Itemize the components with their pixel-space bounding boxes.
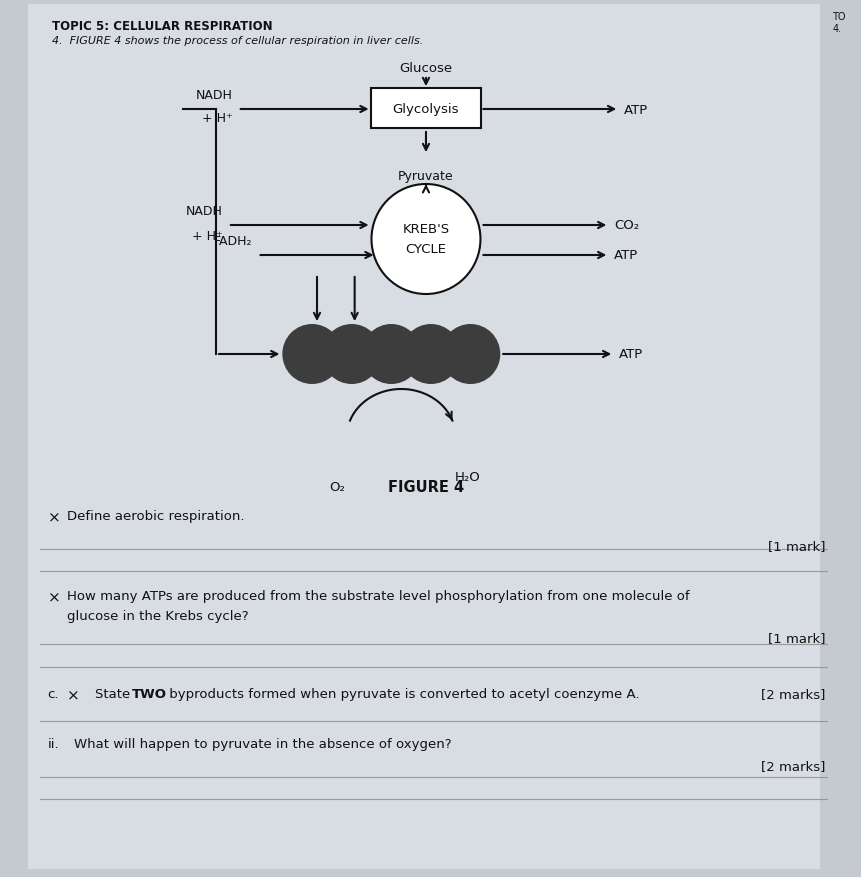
Text: c.: c.: [47, 688, 59, 700]
Text: TOPIC 5: CELLULAR RESPIRATION: TOPIC 5: CELLULAR RESPIRATION: [52, 20, 272, 33]
Text: NADH: NADH: [186, 204, 223, 217]
Text: ii.: ii.: [47, 738, 59, 750]
Circle shape: [282, 324, 342, 384]
Text: 4.: 4.: [832, 24, 841, 34]
Text: Pyruvate: Pyruvate: [398, 170, 454, 182]
Text: glucose in the Krebs cycle?: glucose in the Krebs cycle?: [67, 610, 249, 623]
Text: Define aerobic respiration.: Define aerobic respiration.: [67, 510, 245, 523]
Circle shape: [441, 324, 500, 384]
Text: O₂: O₂: [329, 481, 344, 494]
Text: FIGURE 4: FIGURE 4: [388, 480, 464, 495]
Text: ⨯: ⨯: [47, 589, 60, 604]
FancyBboxPatch shape: [28, 5, 821, 869]
Text: H₂O: H₂O: [455, 470, 480, 483]
FancyBboxPatch shape: [370, 89, 481, 129]
Text: byproducts formed when pyruvate is converted to acetyl coenzyme A.: byproducts formed when pyruvate is conve…: [165, 688, 640, 700]
Text: State: State: [95, 688, 134, 700]
Text: Glucose: Glucose: [400, 62, 453, 75]
Text: [1 mark]: [1 mark]: [768, 539, 825, 553]
Text: CYCLE: CYCLE: [406, 243, 447, 256]
Text: [2 marks]: [2 marks]: [761, 688, 825, 700]
Text: FADH₂: FADH₂: [214, 235, 252, 247]
Text: KREB'S: KREB'S: [402, 224, 449, 236]
Text: ⨯: ⨯: [67, 688, 80, 702]
Text: + H⁺: + H⁺: [202, 112, 232, 125]
Text: 4.  FIGURE 4 shows the process of cellular respiration in liver cells.: 4. FIGURE 4 shows the process of cellula…: [52, 36, 423, 46]
Text: [2 marks]: [2 marks]: [761, 759, 825, 772]
Circle shape: [401, 324, 461, 384]
Text: ⨯: ⨯: [47, 510, 60, 524]
Circle shape: [322, 324, 381, 384]
Circle shape: [371, 185, 480, 295]
Text: TWO: TWO: [132, 688, 167, 700]
Text: How many ATPs are produced from the substrate level phosphorylation from one mol: How many ATPs are produced from the subs…: [67, 589, 690, 602]
Text: What will happen to pyruvate in the absence of oxygen?: What will happen to pyruvate in the abse…: [74, 738, 452, 750]
Text: ATP: ATP: [619, 348, 643, 361]
Text: Glycolysis: Glycolysis: [393, 103, 459, 116]
Circle shape: [362, 324, 421, 384]
Text: CO₂: CO₂: [614, 219, 640, 232]
Text: TO: TO: [832, 12, 846, 22]
Text: ATP: ATP: [624, 103, 648, 117]
Text: NADH: NADH: [196, 89, 232, 102]
Text: [1 mark]: [1 mark]: [768, 631, 825, 645]
Text: + H⁺: + H⁺: [192, 230, 223, 243]
Text: ATP: ATP: [614, 249, 639, 262]
